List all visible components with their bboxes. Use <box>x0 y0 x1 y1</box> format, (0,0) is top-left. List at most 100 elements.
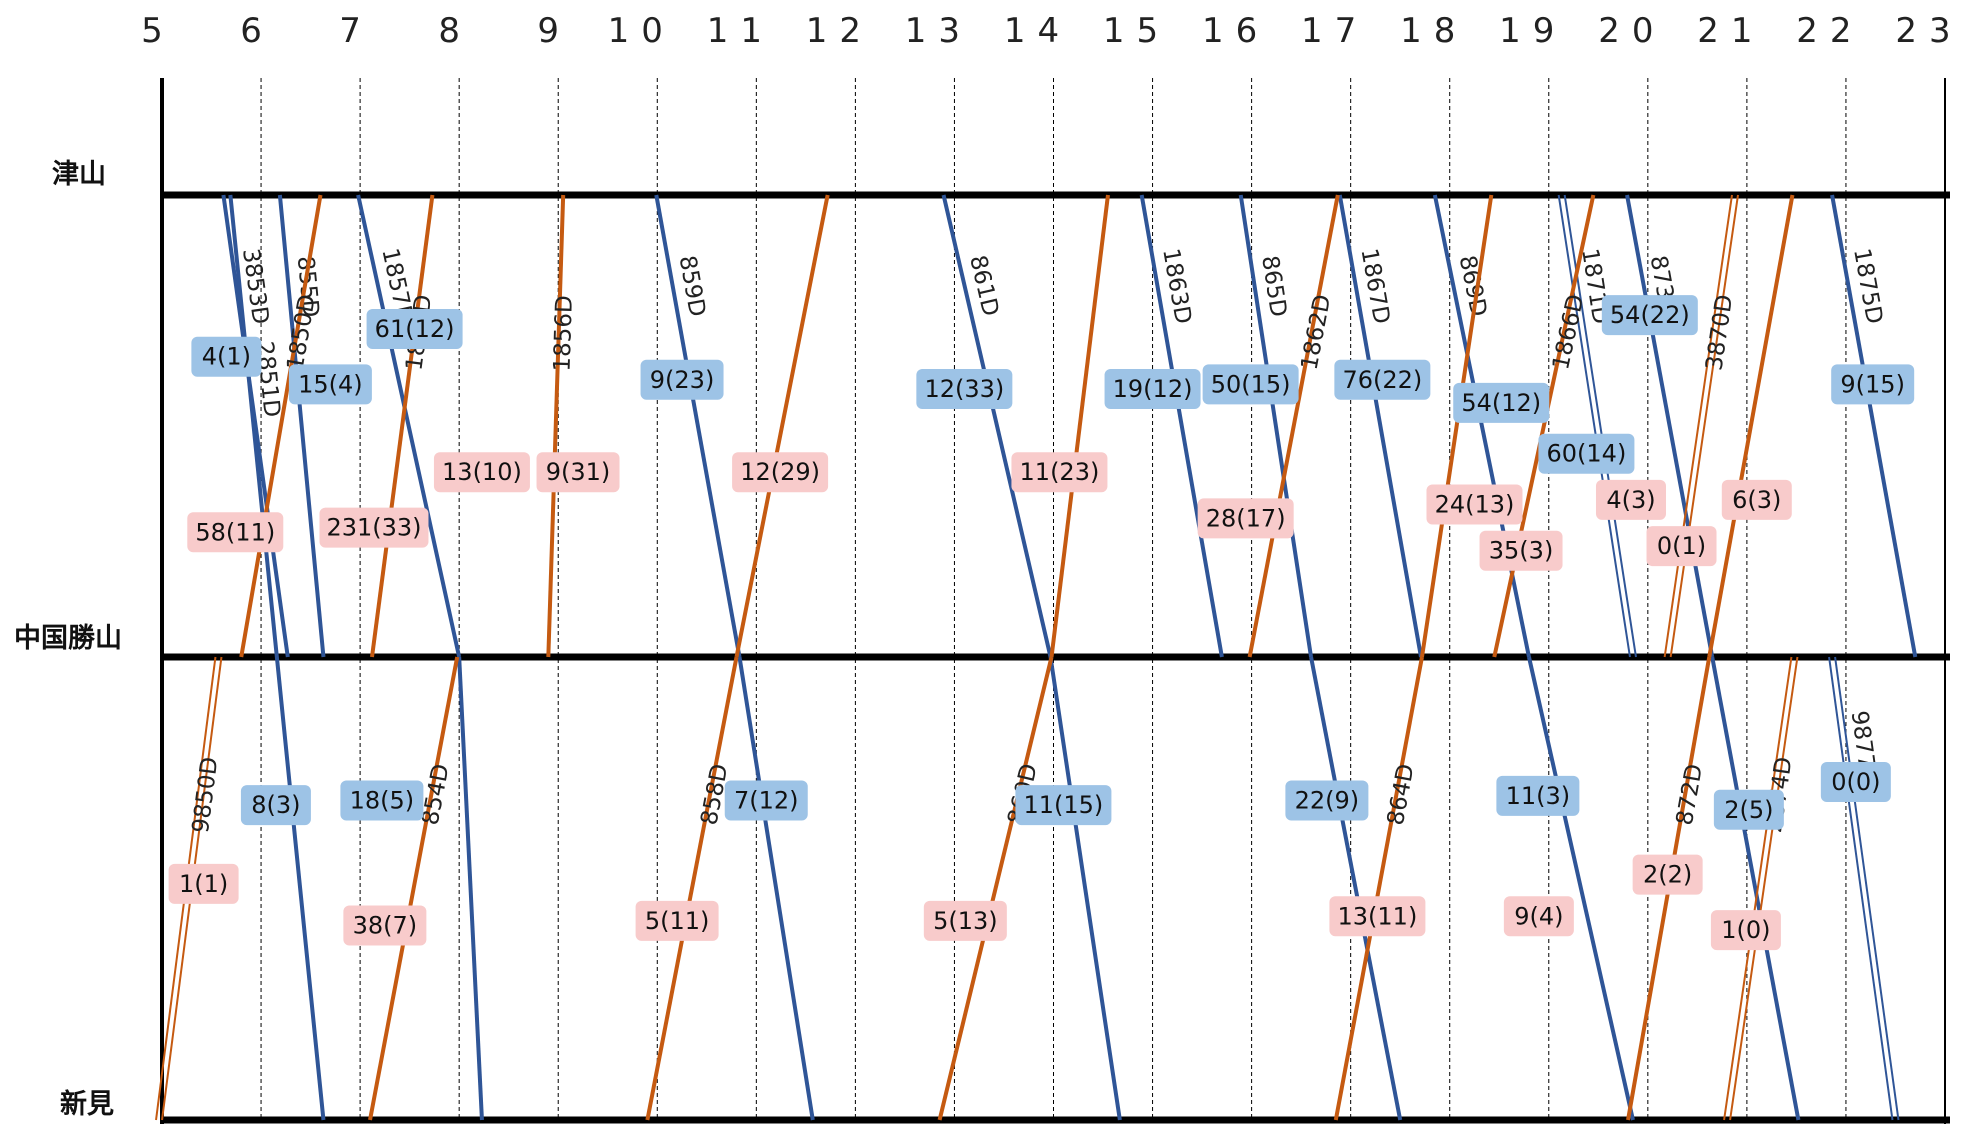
train-line-858D <box>734 194 830 658</box>
train-number-872D: 872D <box>1672 762 1708 827</box>
train-line-1857D <box>356 194 462 658</box>
count-box <box>1453 382 1550 423</box>
hour-label-23: 23 <box>1895 11 1962 51</box>
hour-label-8: 8 <box>438 11 472 51</box>
count-text: 58(11) <box>195 518 275 546</box>
count-box <box>1015 785 1112 826</box>
train-number-864D: 864D <box>1383 762 1420 827</box>
count-box <box>724 780 808 821</box>
count-label-14: 13(10) <box>433 452 530 493</box>
count-text: 4(3) <box>1606 486 1655 514</box>
train-line-9877D <box>1828 656 1894 1121</box>
count-box <box>640 359 724 400</box>
count-text: 5(11) <box>645 907 710 935</box>
count-box <box>1426 484 1523 525</box>
count-box <box>1820 762 1891 803</box>
train-line-1875D <box>1830 194 1918 658</box>
train-line-1862D <box>1247 194 1340 658</box>
count-text: 5(13) <box>933 907 998 935</box>
train-number-859D: 859D <box>674 254 711 319</box>
count-label-32: 1(1) <box>168 863 239 904</box>
count-label-22: 0(1) <box>1646 526 1717 567</box>
count-text: 11(23) <box>1020 458 1100 486</box>
station-layer: 津山 中国勝山 新見 <box>14 159 122 1120</box>
train-line-1866D <box>1492 194 1596 658</box>
hour-label-5: 5 <box>141 11 175 51</box>
count-label-38: 2(2) <box>1632 854 1703 895</box>
count-label-19: 24(13) <box>1426 484 1523 525</box>
train-number-1862D: 1862D <box>1297 292 1337 372</box>
count-box <box>191 336 262 377</box>
count-label-7: 76(22) <box>1334 359 1431 400</box>
count-text: 6(3) <box>1732 486 1781 514</box>
count-box <box>240 785 311 826</box>
count-box <box>340 780 424 821</box>
train-line-865D <box>1238 194 1314 658</box>
count-text: 13(11) <box>1338 902 1418 930</box>
count-text: 38(7) <box>353 912 418 940</box>
train-line-1867D <box>1337 194 1423 658</box>
count-label-35: 5(13) <box>923 900 1007 941</box>
count-text: 11(3) <box>1506 782 1571 810</box>
count-text: 61(12) <box>375 315 455 343</box>
count-label-31: 0(0) <box>1820 762 1891 803</box>
count-text: 13(10) <box>442 458 522 486</box>
count-box <box>1831 364 1915 405</box>
count-text: 1(1) <box>179 870 228 898</box>
count-label-17: 11(23) <box>1011 452 1108 493</box>
count-box <box>732 452 829 493</box>
train-line-873D <box>1710 656 1801 1121</box>
count-text: 50(15) <box>1211 370 1291 398</box>
hour-label-14: 14 <box>1004 11 1071 51</box>
train-line-865D <box>1309 656 1403 1121</box>
count-box <box>1601 295 1698 336</box>
count-label-26: 7(12) <box>724 780 808 821</box>
count-box <box>1104 369 1201 410</box>
count-text: 60(14) <box>1547 440 1627 468</box>
count-box <box>1595 479 1666 520</box>
hour-label-17: 17 <box>1301 11 1368 51</box>
count-text: 4(1) <box>202 343 251 371</box>
count-box <box>536 452 620 493</box>
count-label-9: 60(14) <box>1538 433 1635 474</box>
count-text: 7(12) <box>734 787 799 815</box>
count-label-39: 1(0) <box>1710 910 1781 951</box>
count-text: 12(29) <box>740 458 820 486</box>
count-text: 22(9) <box>1295 787 1360 815</box>
count-text: 9(15) <box>1840 370 1905 398</box>
count-box <box>168 863 239 904</box>
count-box <box>1496 775 1580 816</box>
count-box <box>1710 910 1781 951</box>
count-label-20: 35(3) <box>1479 530 1563 571</box>
count-text: 231(33) <box>326 514 421 542</box>
count-label-29: 11(3) <box>1496 775 1580 816</box>
train-line-1856D <box>546 194 566 658</box>
count-box <box>343 905 427 946</box>
count-text: 0(1) <box>1657 532 1706 560</box>
count-text: 0(0) <box>1831 768 1880 796</box>
train-number-3870D: 3870D <box>1702 293 1739 372</box>
count-label-21: 4(3) <box>1595 479 1666 520</box>
train-line-3870D <box>1663 194 1733 658</box>
hour-label-12: 12 <box>806 11 873 51</box>
train-line-861D <box>1048 656 1122 1121</box>
hour-label-20: 20 <box>1598 11 1665 51</box>
count-label-30: 2(5) <box>1713 789 1784 830</box>
hour-label-11: 11 <box>707 11 774 51</box>
count-label-36: 13(11) <box>1329 896 1426 937</box>
count-text: 19(12) <box>1113 375 1193 403</box>
count-box <box>1334 359 1431 400</box>
count-text: 9(4) <box>1514 902 1563 930</box>
count-label-13: 231(33) <box>319 507 429 548</box>
count-text: 2(5) <box>1724 796 1773 824</box>
count-text: 1(0) <box>1721 916 1770 944</box>
count-box <box>1713 789 1784 830</box>
train-line-864D <box>1420 194 1494 658</box>
count-box <box>1197 498 1294 539</box>
count-label-27: 11(15) <box>1015 785 1112 826</box>
train-line-859D <box>654 194 742 658</box>
station-label-chugoku-katsuyama: 中国勝山 <box>14 623 122 654</box>
count-label-8: 54(12) <box>1453 382 1550 423</box>
train-line-858D <box>645 656 739 1121</box>
